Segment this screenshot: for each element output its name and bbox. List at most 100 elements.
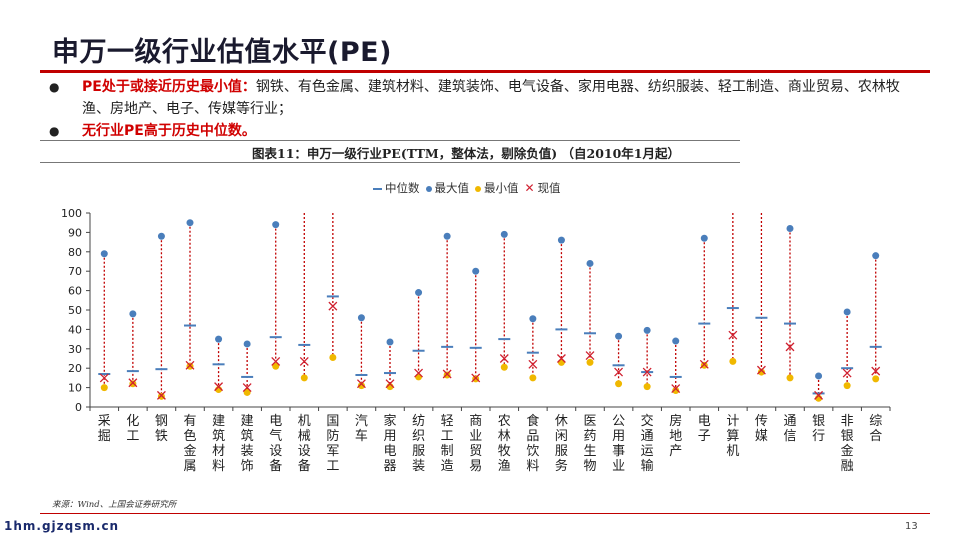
category-label: 汽车 [355, 414, 368, 444]
median-marker-icon [373, 187, 382, 190]
bullet-item-1: ● PE处于或接近历史最小值：钢铁、有色金属、建筑材料、建筑装饰、电气设备、家用… [45, 76, 925, 120]
current-point [728, 330, 738, 340]
current-point [385, 379, 395, 389]
max-point [357, 314, 365, 322]
category-label: 非银金融 [841, 414, 854, 474]
source-note: 来源：Wind、上国会证券研究所 [52, 500, 177, 510]
max-point [700, 234, 708, 242]
min-point [243, 388, 251, 396]
category-label: 机械设备 [298, 414, 311, 474]
y-tick-label: 30 [68, 343, 82, 356]
max-point [529, 315, 537, 323]
category-label: 电子 [698, 414, 711, 444]
current-point [642, 367, 652, 377]
current-point [128, 378, 138, 388]
y-tick-label: 10 [68, 382, 82, 395]
min-marker-icon [475, 185, 481, 192]
category-label: 轻工制造 [441, 414, 454, 474]
max-point [643, 326, 651, 334]
bullet-dot-icon: ● [49, 124, 60, 138]
bullet-highlight: 无行业PE高于历史中位数。 [82, 123, 256, 139]
bullet-list: ● PE处于或接近历史最小值：钢铁、有色金属、建筑材料、建筑装饰、电气设备、家用… [45, 76, 925, 142]
current-point [185, 360, 195, 370]
current-point [356, 379, 366, 389]
legend-median-label: 中位数 [385, 181, 420, 195]
min-point [329, 354, 337, 362]
min-point [186, 362, 194, 370]
min-point [500, 363, 508, 371]
max-point [157, 232, 165, 240]
max-point [129, 310, 137, 318]
max-point [186, 219, 194, 227]
current-point [242, 383, 252, 393]
legend-min: 最小值 [475, 180, 519, 196]
min-point [586, 358, 594, 366]
bullet-text: 钢铁、有色金属、建筑材料、建筑装饰、电气设备、家用电器、纺织服装、轻工制造、商业… [82, 79, 900, 117]
max-point [843, 308, 851, 316]
y-tick-label: 60 [68, 285, 82, 298]
current-point [328, 301, 338, 311]
category-label: 电气设备 [269, 414, 282, 474]
category-label: 食品饮料 [526, 413, 539, 474]
max-point [472, 267, 480, 275]
y-tick-label: 100 [61, 207, 82, 220]
min-point [129, 380, 137, 388]
category-label: 房地产 [669, 413, 682, 459]
y-tick-label: 80 [68, 246, 82, 259]
max-point [272, 221, 280, 229]
min-point [843, 382, 851, 390]
min-point [729, 357, 737, 365]
min-point [443, 371, 451, 379]
category-label: 医药生物 [583, 414, 596, 474]
min-point [472, 375, 480, 383]
category-label: 纺织服装 [412, 414, 425, 474]
max-point [500, 230, 508, 238]
category-label: 建筑装饰 [241, 414, 254, 474]
category-label: 综合 [869, 414, 882, 444]
legend-current: ✕ 现值 [525, 180, 561, 196]
min-point [357, 382, 365, 390]
legend-max-label: 最大值 [434, 181, 470, 195]
legend-current-label: 现值 [537, 181, 561, 195]
current-point [756, 365, 766, 375]
current-point [471, 373, 481, 383]
max-point [586, 259, 594, 267]
y-tick-label: 70 [68, 265, 82, 278]
category-label: 采掘 [98, 414, 111, 444]
current-point [414, 368, 424, 378]
current-point [299, 356, 309, 366]
min-point [157, 392, 165, 400]
y-tick-label: 90 [68, 226, 82, 239]
figure-title-rule [40, 162, 740, 163]
figure-top-rule [40, 140, 740, 141]
max-point [386, 338, 394, 346]
max-point [100, 250, 108, 258]
current-point [671, 384, 681, 394]
max-point [243, 340, 251, 348]
current-point [499, 354, 509, 363]
current-point [699, 359, 709, 369]
y-tick-label: 40 [68, 323, 82, 336]
current-point [271, 356, 281, 366]
category-label: 农林牧渔 [498, 414, 511, 474]
min-point [557, 358, 565, 366]
max-point [786, 225, 794, 233]
min-point [872, 375, 880, 383]
current-point [814, 390, 824, 400]
bullet-item-2: ● 无行业PE高于历史中位数。 [45, 120, 925, 142]
current-marker-icon: ✕ [524, 181, 535, 195]
max-point [443, 232, 451, 240]
category-label: 家用电器 [383, 413, 396, 474]
max-point [215, 335, 223, 343]
current-point [99, 373, 109, 383]
min-point [529, 374, 537, 382]
current-point [785, 342, 795, 352]
category-label: 商业贸易 [469, 414, 482, 474]
legend-median: 中位数 [373, 180, 420, 196]
max-point [815, 372, 823, 380]
min-point [757, 368, 765, 376]
y-tick-label: 20 [68, 362, 82, 375]
category-label: 有色金属 [183, 414, 196, 474]
min-point [672, 387, 680, 395]
legend-min-label: 最小值 [484, 181, 519, 195]
